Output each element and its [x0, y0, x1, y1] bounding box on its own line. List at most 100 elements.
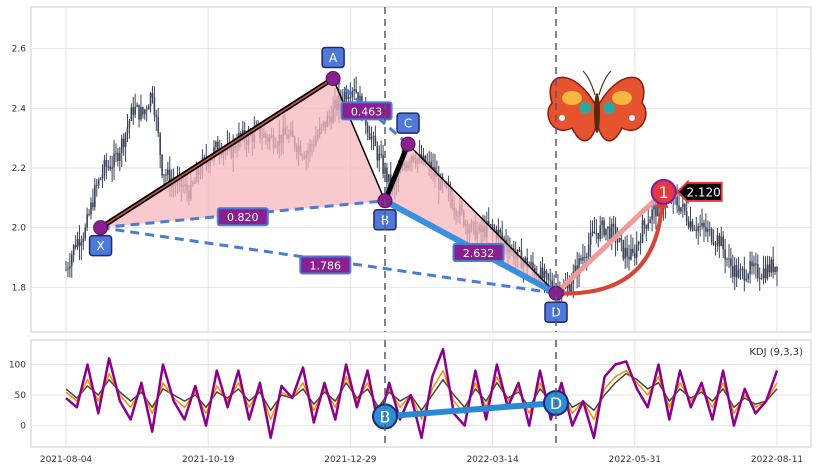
candle-body — [607, 226, 609, 229]
candle-body — [724, 249, 726, 260]
candle-body — [115, 152, 117, 154]
candle-body — [618, 238, 621, 243]
candle-body — [539, 267, 542, 283]
candle-body — [430, 161, 432, 171]
x-tick-label: 2021-08-04 — [40, 455, 93, 465]
candle-body — [699, 226, 701, 228]
ratio-label-box — [216, 207, 269, 227]
candle-body — [368, 133, 371, 140]
candle-body — [549, 279, 552, 281]
target-value-label: 2.120 — [686, 185, 720, 199]
candle-body — [605, 228, 607, 236]
candle-body — [382, 154, 384, 174]
candle-body — [84, 227, 87, 239]
candle-body — [347, 97, 350, 99]
candle-body — [163, 174, 165, 176]
cd-leg — [407, 143, 557, 294]
xa-leg-inner — [100, 77, 334, 229]
candle-body — [676, 196, 678, 206]
candle-body — [343, 91, 346, 103]
candle-body — [76, 239, 79, 248]
indicator-grid — [31, 340, 811, 447]
candle-body — [716, 235, 719, 245]
candle-body — [697, 226, 700, 231]
candle-body — [635, 244, 638, 258]
candle-body — [532, 262, 534, 269]
candle-body — [733, 265, 736, 277]
candle-body — [653, 205, 655, 210]
candle-body — [551, 280, 553, 288]
candle-body — [126, 127, 129, 134]
y-tick-label: 1.8 — [12, 283, 27, 293]
pattern-point-label-box — [88, 234, 113, 257]
candle-body — [241, 129, 244, 137]
candle-body — [574, 265, 577, 272]
vertical-markers — [384, 7, 557, 447]
pattern-point-label-box — [396, 112, 420, 134]
candle-body — [491, 224, 494, 229]
candle-body — [138, 104, 140, 120]
candle-body — [766, 264, 769, 279]
candle-body — [124, 133, 127, 148]
candle-body — [165, 174, 167, 176]
candle-body — [380, 153, 382, 155]
indicator-y-tick-labels: 0 50 100 — [9, 360, 26, 431]
candle-body — [756, 264, 759, 278]
candle-body — [547, 273, 550, 280]
candle-body — [130, 107, 133, 121]
candle-body — [593, 231, 596, 234]
candle-body — [584, 257, 586, 259]
pattern-point-label: X — [96, 239, 104, 253]
candle-body — [712, 242, 715, 245]
candle-body — [737, 270, 740, 278]
candle-body — [503, 238, 505, 240]
candle-body — [487, 221, 490, 225]
candle-body — [691, 221, 694, 230]
candle-body — [92, 202, 94, 208]
candle-body — [651, 209, 653, 220]
candle-body — [524, 257, 527, 262]
candle-body — [609, 226, 611, 240]
candle-body — [585, 256, 588, 258]
candle-body — [620, 238, 623, 241]
indicator-y-tick-label: 50 — [15, 391, 27, 401]
bc-leg — [382, 143, 411, 202]
candle-body — [349, 96, 352, 98]
candle-body — [357, 92, 359, 104]
candle-body — [142, 107, 144, 115]
ratio-label-box — [299, 255, 352, 275]
pattern-point-label: C — [404, 117, 412, 131]
candle-body — [543, 270, 546, 279]
candle-body — [610, 223, 613, 240]
candle-body — [732, 266, 734, 277]
indicator-bd-line — [384, 399, 557, 420]
candle-body — [695, 229, 698, 231]
candle-body — [134, 106, 136, 115]
candle-body — [745, 278, 748, 281]
kdj-line-j — [65, 347, 779, 440]
ratio-label: 0.820 — [227, 211, 259, 224]
candle-body — [161, 155, 163, 176]
candle-body — [562, 286, 565, 294]
candle-body — [597, 233, 600, 239]
candle-body — [65, 269, 67, 271]
candle-body — [424, 155, 427, 165]
candle-body — [762, 268, 765, 279]
candle-body — [703, 222, 705, 228]
kdj-line-k — [65, 369, 778, 421]
candle-body — [683, 203, 686, 212]
candle-body — [591, 231, 594, 233]
candle-body — [714, 244, 717, 246]
candle-body — [151, 93, 154, 98]
x-tick-label: 2022-03-14 — [466, 455, 519, 465]
candle-body — [770, 259, 773, 273]
candle-body — [589, 232, 592, 245]
candle-body — [634, 253, 636, 258]
candle-body — [682, 203, 684, 208]
candle-body — [601, 220, 603, 226]
candle-body — [111, 167, 113, 170]
candle-body — [493, 228, 496, 230]
candle-body — [136, 104, 138, 107]
candle-body — [117, 152, 119, 162]
candle-body — [67, 268, 69, 270]
